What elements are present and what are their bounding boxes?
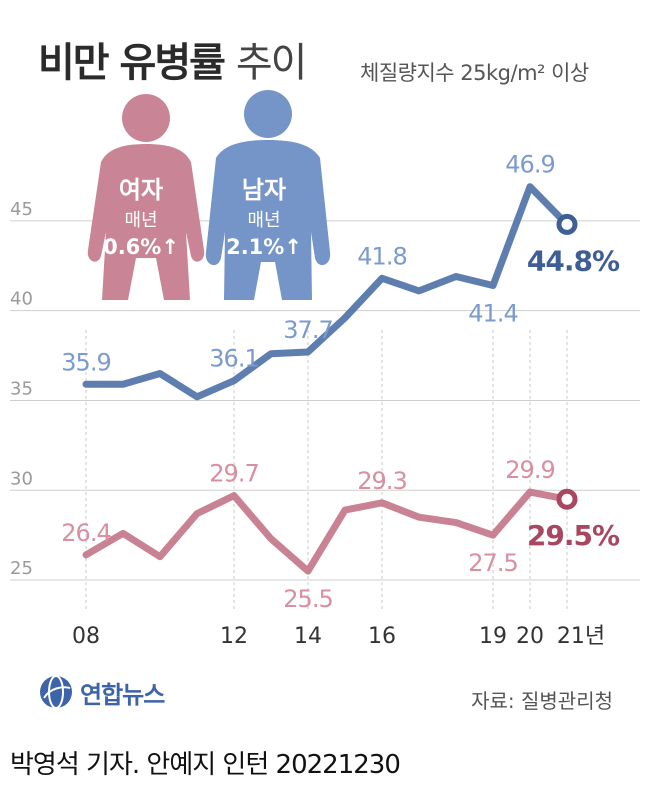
label-layer: 35.9 36.1 37.7 41.8 41.4 46.9 44.8% 26.4 29.7 25.… [61,151,621,613]
y-tick-label-30: 30 [10,468,33,489]
female-data-label-6: 25.5 [283,585,332,613]
x-tick-label-2008: 08 [72,624,100,649]
x-tick-label-2020: 20 [516,624,544,649]
female-data-label-8: 29.3 [357,467,406,495]
x-tick-label-2021: 21년 [557,624,605,649]
logo-text: 연합뉴스 [80,680,165,709]
female-final-point [556,488,578,510]
male-final-label: 44.8% [527,244,620,277]
x-tick-label-2012: 12 [220,624,248,649]
male-final-point [556,213,578,235]
male-figure-icon [205,90,331,300]
credit-bar: 박영석 기자. 안예지 인턴 20221230 [0,731,651,793]
female-rate-label: 매년 [124,210,157,231]
y-tick-label-45: 45 [10,199,33,220]
female-data-label-12: 29.9 [505,456,554,484]
male-data-label-4: 36.1 [209,345,258,373]
female-rate-value: 0.6%↑ [103,235,179,259]
title-light: 추이 [235,40,308,86]
yonhap-logo: 연합뉴스 [38,674,165,710]
male-label: 남자 [242,176,286,204]
y-tick-label-40: 40 [10,289,33,310]
body-figures: 여자 매년 0.6%↑ 남자 매년 2.1%↑ [87,90,331,300]
male-rate-value: 2.1%↑ [226,235,302,259]
male-rate-label: 매년 [247,210,280,231]
female-data-label-11: 27.5 [468,549,517,577]
female-figure-icon [87,94,205,300]
x-tick-label-2016: 16 [368,624,396,649]
y-tick-label-25: 25 [10,558,33,579]
male-data-label-12: 46.9 [505,151,554,179]
female-series-line [82,488,571,575]
globe-logo-icon [40,675,72,709]
credit-text: 박영석 기자. 안예지 인턴 20221230 [10,750,401,780]
male-data-label-11: 41.4 [468,299,517,327]
male-data-label-6: 37.7 [283,316,332,344]
female-final-label: 29.5% [527,519,620,552]
title-bold: 비만 유병률 [38,40,226,86]
source-text: 자료: 질병관리청 [471,689,613,713]
male-series-line [82,183,571,401]
series-layer [82,183,578,575]
female-data-label-0: 26.4 [61,519,110,547]
female-data-label-4: 29.7 [209,460,258,488]
male-data-label-8: 41.8 [357,242,406,270]
x-tick-label-2019: 19 [479,624,507,649]
female-label: 여자 [119,176,163,204]
x-tick-label-2014: 14 [294,624,322,649]
page-title: 비만 유병률 추이 [38,30,308,88]
page-subtitle: 체질량지수 25kg/m² 이상 [360,61,589,85]
male-data-label-0: 35.9 [61,348,110,376]
y-tick-label-35: 35 [10,378,33,399]
